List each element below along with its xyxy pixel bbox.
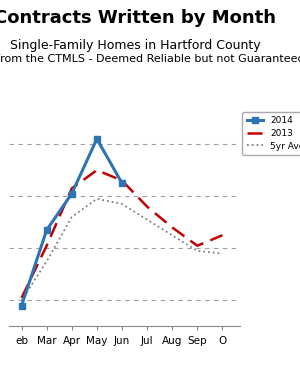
Text: Single-Family Homes in Hartford County: Single-Family Homes in Hartford County <box>10 39 260 52</box>
Legend: 2014, 2013, 5yr Avg: 2014, 2013, 5yr Avg <box>242 112 300 155</box>
Text: Data from the CTMLS - Deemed Reliable but not Guaranteed: Data from the CTMLS - Deemed Reliable bu… <box>0 54 300 64</box>
Text: Contracts Written by Month: Contracts Written by Month <box>0 9 276 27</box>
